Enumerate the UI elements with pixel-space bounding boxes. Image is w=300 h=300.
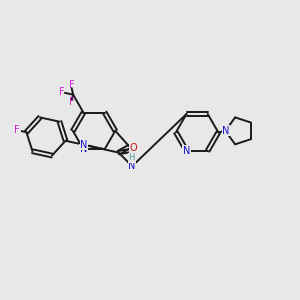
Text: O: O <box>130 142 137 153</box>
Text: F: F <box>14 125 20 135</box>
Text: N: N <box>183 146 190 156</box>
Text: N: N <box>222 126 230 136</box>
Text: H: H <box>128 153 135 162</box>
Text: N: N <box>80 144 87 154</box>
Text: F: F <box>69 80 74 90</box>
Text: N: N <box>128 161 136 171</box>
Text: F: F <box>69 97 74 107</box>
Text: F: F <box>59 87 65 97</box>
Text: N: N <box>80 140 88 150</box>
